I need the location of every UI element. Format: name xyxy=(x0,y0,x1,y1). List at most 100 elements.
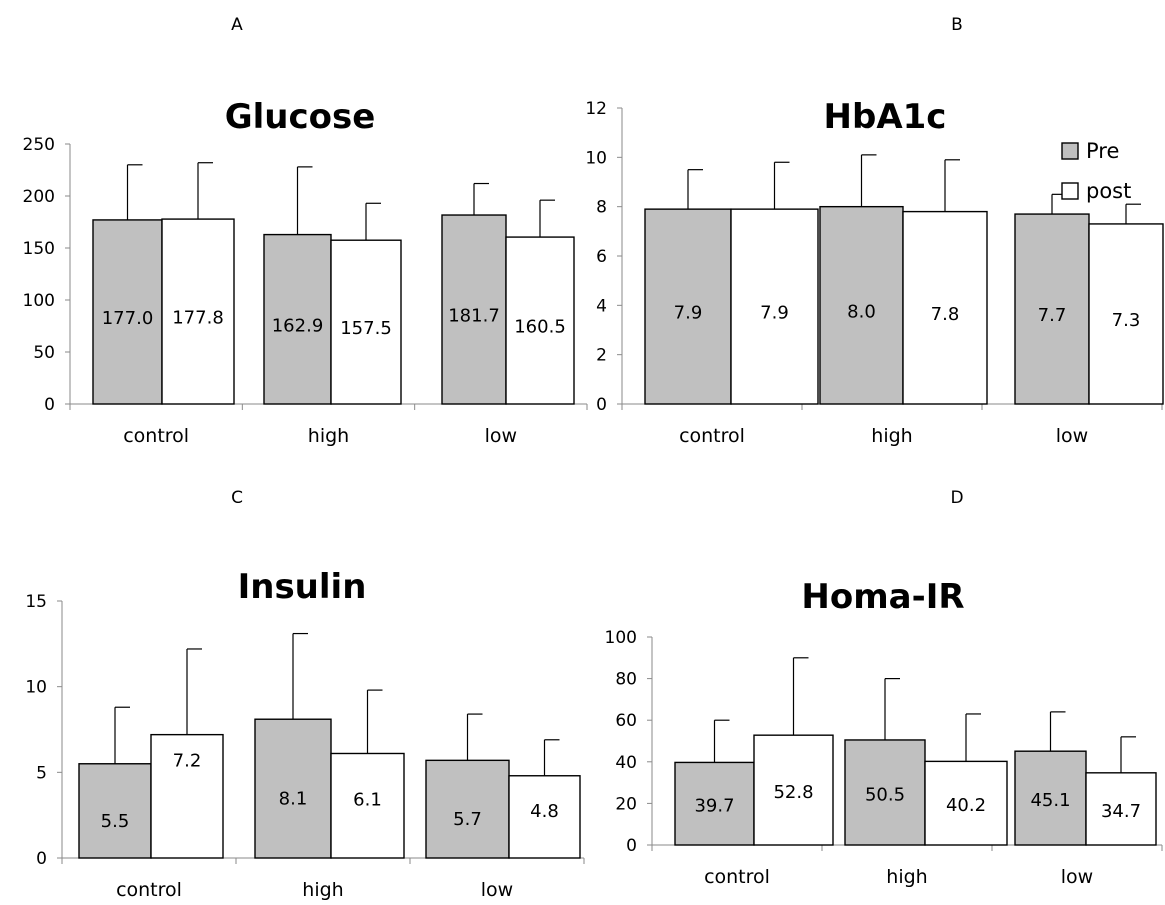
chart-title: HbA1c xyxy=(824,97,947,137)
y-tick-label: 80 xyxy=(615,670,637,690)
data-label: 7.7 xyxy=(1038,305,1067,326)
x-tick-label: high xyxy=(302,879,343,901)
bar-pre-low xyxy=(425,759,510,859)
data-label: 7.8 xyxy=(931,304,960,325)
bar-post-control xyxy=(161,218,235,405)
chart-panel-b: B HbA1c 0 2 4 6 8 10 12 control 7.9 7.9 high 8.0 7.8 lo… xyxy=(585,15,1164,447)
bar-pre-control xyxy=(674,761,755,846)
data-label: 6.1 xyxy=(353,790,382,811)
bar-post-control xyxy=(753,734,834,846)
bar-post-low xyxy=(505,236,575,405)
y-tick-label: 200 xyxy=(23,187,55,207)
chart-panel-a: A Glucose 0 50 100 150 200 250 control 177.0 177.8… xyxy=(23,15,588,447)
y-tick-label: 2 xyxy=(596,346,607,366)
y-tick-label: 8 xyxy=(596,198,607,218)
chart-title: Homa-IR xyxy=(801,577,964,617)
y-tick-label: 0 xyxy=(44,395,55,415)
y-tick-label: 5 xyxy=(36,763,47,783)
y-tick-label: 60 xyxy=(615,711,637,731)
x-tick-label: high xyxy=(886,866,927,888)
y-tick-label: 100 xyxy=(605,628,637,648)
x-tick-label: low xyxy=(1061,866,1093,888)
bar-post-high xyxy=(330,752,405,859)
bar-post-high xyxy=(902,210,988,405)
chart-title: Insulin xyxy=(238,567,367,607)
x-tick-label: control xyxy=(679,425,745,447)
bar-pre-high xyxy=(263,233,332,405)
bar-post-control xyxy=(730,208,819,405)
legend-swatch-pre xyxy=(1061,142,1079,160)
y-tick-label: 50 xyxy=(33,343,55,363)
y-tick-label: 4 xyxy=(596,296,607,316)
x-tick-label: high xyxy=(308,425,349,447)
data-label: 5.7 xyxy=(453,809,482,830)
bar-pre-low xyxy=(441,214,507,405)
y-tick-label: 100 xyxy=(23,291,55,311)
x-tick-label: control xyxy=(116,879,182,901)
bar-pre-control xyxy=(644,208,732,405)
data-label: 162.9 xyxy=(272,315,324,336)
data-label: 7.9 xyxy=(760,303,789,324)
data-label: 52.8 xyxy=(773,782,813,803)
y-tick-label: 250 xyxy=(23,135,55,155)
chart-panel-d: D Homa-IR 0 20 40 60 80 100 control 39.7 52.8 high 5… xyxy=(605,488,1163,888)
y-tick-label: 150 xyxy=(23,239,55,259)
y-tick-label: 6 xyxy=(596,247,607,267)
y-tick-label: 10 xyxy=(585,148,607,168)
x-tick-label: high xyxy=(871,425,912,447)
data-label: 4.8 xyxy=(530,801,559,822)
data-label: 177.8 xyxy=(172,308,224,329)
y-tick-label: 0 xyxy=(36,849,47,869)
data-label: 157.5 xyxy=(340,318,392,339)
y-tick-label: 0 xyxy=(596,395,607,415)
bar-post-low xyxy=(508,775,581,859)
y-tick-label: 15 xyxy=(25,592,47,612)
panel-label: A xyxy=(231,15,243,35)
panel-label: B xyxy=(951,15,963,35)
data-label: 177.0 xyxy=(102,308,154,329)
data-label: 7.9 xyxy=(674,303,703,324)
bar-post-low xyxy=(1088,223,1164,405)
y-tick-label: 12 xyxy=(585,99,607,119)
data-label: 181.7 xyxy=(448,306,500,327)
bar-post-high xyxy=(330,239,402,405)
bar-pre-high xyxy=(819,205,904,405)
data-label: 8.1 xyxy=(279,789,308,810)
data-label: 5.5 xyxy=(101,811,130,832)
legend-label-pre: Pre xyxy=(1086,139,1119,163)
data-label: 7.2 xyxy=(173,751,202,772)
legend: Pre post xyxy=(1061,139,1131,203)
data-label: 7.3 xyxy=(1112,310,1141,331)
panel-label: D xyxy=(950,488,963,508)
x-tick-label: control xyxy=(123,425,189,447)
bar-pre-control xyxy=(78,763,152,859)
chart-panel-c: C Insulin 0 5 10 15 control 5.5 7.2 high 8.1 6.1 low… xyxy=(25,488,585,901)
x-tick-label: low xyxy=(1056,425,1088,447)
legend-label-post: post xyxy=(1086,179,1131,203)
bar-pre-high xyxy=(844,739,926,846)
y-tick-label: 20 xyxy=(615,794,637,814)
y-tick-label: 10 xyxy=(25,678,47,698)
x-tick-label: low xyxy=(485,425,517,447)
bar-post-low xyxy=(1085,772,1157,846)
legend-swatch-post xyxy=(1061,182,1079,200)
data-label: 45.1 xyxy=(1030,790,1070,811)
data-label: 40.2 xyxy=(946,795,986,816)
data-label: 39.7 xyxy=(694,796,734,817)
x-tick-label: low xyxy=(481,879,513,901)
bar-post-control xyxy=(150,733,224,859)
x-tick-label: control xyxy=(704,866,770,888)
chart-title: Glucose xyxy=(225,97,376,137)
bar-pre-low xyxy=(1014,213,1090,405)
bar-pre-low xyxy=(1014,750,1087,846)
y-tick-label: 40 xyxy=(615,753,637,773)
data-label: 50.5 xyxy=(865,784,905,805)
data-label: 160.5 xyxy=(514,317,566,338)
data-label: 8.0 xyxy=(847,301,876,322)
y-tick-label: 0 xyxy=(626,836,637,856)
bar-post-high xyxy=(924,760,1008,846)
data-label: 34.7 xyxy=(1101,801,1141,822)
panel-label: C xyxy=(231,488,243,508)
